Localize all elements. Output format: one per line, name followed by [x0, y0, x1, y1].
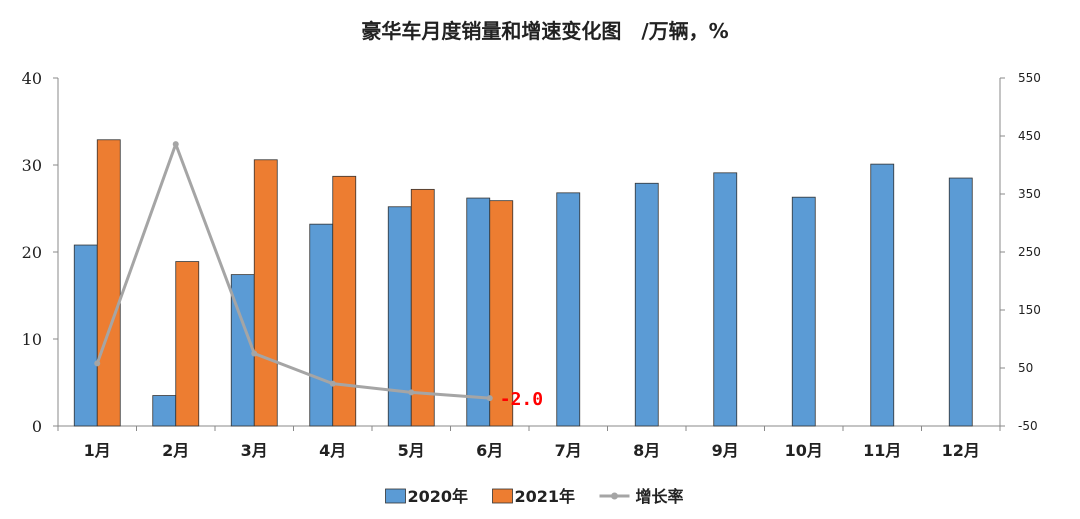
bar-2020年 — [948, 177, 973, 427]
data-label: -2.0 — [500, 389, 543, 410]
x-tick-label: 5月 — [398, 441, 425, 460]
y-tick-label-right: 50 — [1018, 361, 1033, 375]
point-增长率 — [486, 395, 493, 402]
y-tick-label-left: 10 — [22, 330, 42, 349]
x-tick-label: 11月 — [863, 441, 901, 460]
point-增长率 — [408, 389, 415, 396]
x-tick-label: 1月 — [84, 441, 111, 460]
legend-swatch-2020年 — [385, 488, 406, 504]
point-增长率 — [251, 350, 258, 357]
bar-2021年 — [253, 159, 278, 427]
x-tick-label: 10月 — [785, 441, 823, 460]
bar-2021年 — [175, 261, 200, 427]
y-tick-label-right: -50 — [1018, 419, 1038, 433]
bar-2021年 — [332, 175, 357, 427]
legend: 2020年 2021年 增长率 — [385, 487, 684, 506]
legend-label-2021年: 2021年 — [515, 487, 576, 506]
x-tick-label: 6月 — [476, 441, 503, 460]
bar-2020年 — [870, 163, 895, 427]
bar-2020年 — [73, 244, 98, 427]
bar-2020年 — [152, 395, 177, 427]
y-tick-label-right: 350 — [1018, 187, 1041, 201]
bar-2020年 — [466, 197, 491, 427]
x-tick-label: 2月 — [162, 441, 189, 460]
growth-line — [94, 141, 493, 402]
bar-2020年 — [634, 182, 659, 427]
bar-2020年 — [309, 223, 334, 427]
line-增长率 — [95, 142, 490, 400]
x-tick-label: 4月 — [319, 441, 346, 460]
bar-2020年 — [556, 192, 581, 427]
y-tick-label-right: 150 — [1018, 303, 1041, 317]
x-tick-label: 7月 — [555, 441, 582, 460]
legend-label-2020年: 2020年 — [408, 487, 469, 506]
bar-2021年 — [410, 188, 435, 427]
legend-swatch-2021年 — [492, 488, 513, 504]
chart-title: 豪华车月度销量和增速变化图 /万辆，% — [361, 19, 728, 43]
x-tick-label: 9月 — [712, 441, 739, 460]
legend-label-增长率: 增长率 — [636, 487, 684, 506]
legend-marker-增长率 — [611, 492, 618, 500]
x-tick-label: 12月 — [942, 441, 980, 460]
bar-2021年 — [489, 200, 514, 427]
axes: 0 10 20 30 40 -50 50 150 250 350 450 550 1月 2月 3月 4月 5月 6… — [22, 69, 1041, 460]
point-增长率 — [94, 360, 101, 367]
y-tick-label-right: 550 — [1018, 71, 1041, 85]
bar-2021年 — [96, 139, 121, 427]
bar-2020年 — [713, 172, 738, 427]
point-增长率 — [329, 380, 336, 387]
bars — [73, 139, 973, 427]
x-tick-label: 3月 — [241, 441, 268, 460]
point-增长率 — [172, 141, 179, 148]
y-tick-label-right: 250 — [1018, 245, 1041, 259]
y-tick-label-right: 450 — [1018, 129, 1041, 143]
y-tick-label-left: 30 — [22, 156, 42, 175]
x-tick-label: 8月 — [633, 441, 660, 460]
y-tick-label-left: 20 — [22, 243, 42, 262]
labels: -2.0 — [500, 389, 543, 410]
bar-2020年 — [791, 196, 816, 427]
y-tick-label-left: 40 — [22, 69, 42, 88]
y-tick-label-left: 0 — [32, 417, 42, 436]
